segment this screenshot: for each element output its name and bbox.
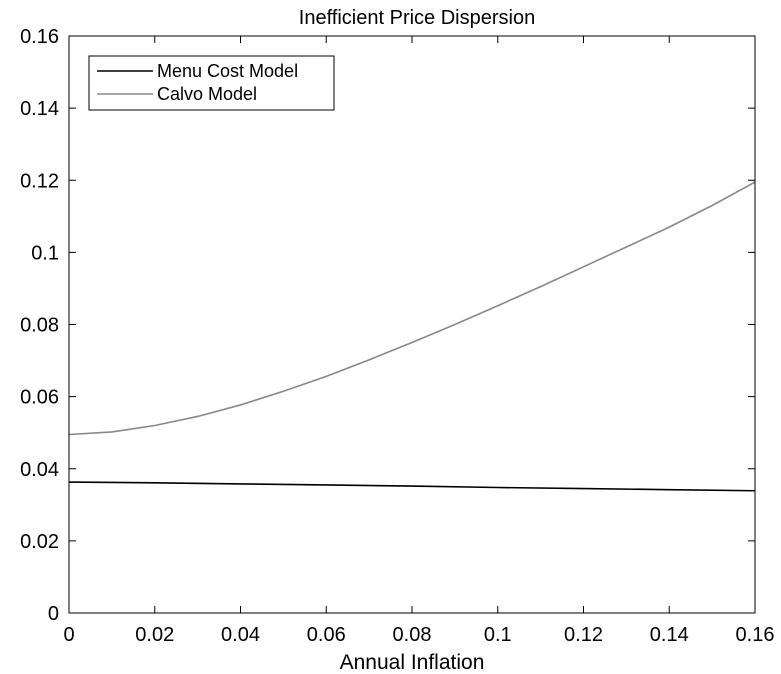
y-tick-label: 0.08 <box>20 315 59 337</box>
legend: Menu Cost Model Calvo Model <box>88 55 335 111</box>
y-tick-label: 0.02 <box>20 531 59 553</box>
x-axis-label: Annual Inflation <box>340 651 485 674</box>
legend-label-menu-cost: Menu Cost Model <box>157 61 298 81</box>
x-tick-label: 0.04 <box>221 624 260 646</box>
series-line-calvo <box>68 181 756 436</box>
legend-box <box>88 55 335 111</box>
y-tick-label: 0.12 <box>20 170 59 192</box>
x-tick-label: 0.1 <box>484 624 512 646</box>
x-tick-label: 0.16 <box>736 624 775 646</box>
chart-title: Inefficient Price Dispersion <box>299 7 535 29</box>
plot-area <box>69 36 755 613</box>
x-tick-label: 0.14 <box>650 624 689 646</box>
x-tick-label: 0.06 <box>307 624 346 646</box>
x-tick-label: 0 <box>63 624 74 646</box>
y-axis-ticks: 0 0.02 0.04 0.06 0.08 0.1 0.12 0.14 0.16 <box>20 26 755 625</box>
legend-label-calvo: Calvo Model <box>157 84 257 104</box>
x-tick-label: 0.12 <box>564 624 603 646</box>
x-axis-ticks: 0 0.02 0.04 0.06 0.08 0.1 0.12 0.14 0.16 <box>63 36 774 646</box>
series-layer <box>68 181 756 492</box>
y-tick-label: 0.1 <box>31 242 59 264</box>
y-tick-label: 0.06 <box>20 387 59 409</box>
series-line-menu-cost <box>68 481 756 492</box>
x-tick-label: 0.08 <box>393 624 432 646</box>
x-tick-label: 0.02 <box>135 624 174 646</box>
y-tick-label: 0.04 <box>20 459 59 481</box>
y-tick-label: 0 <box>48 603 59 625</box>
y-tick-label: 0.14 <box>20 98 59 120</box>
y-tick-label: 0.16 <box>20 26 59 48</box>
